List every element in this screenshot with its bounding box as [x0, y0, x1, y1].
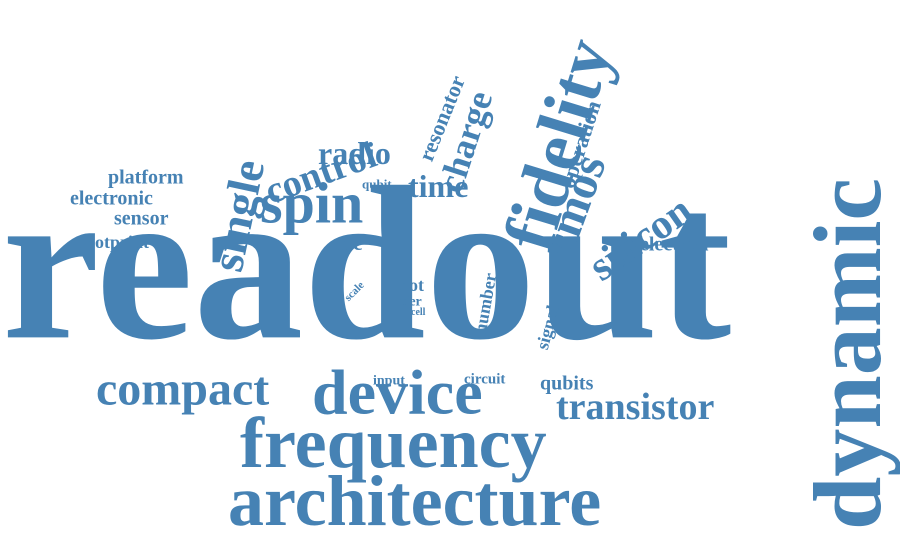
word-acc: acc [332, 230, 363, 256]
word-circuit: circuit [464, 371, 506, 388]
word-dot: dot [399, 274, 425, 295]
word-cell: cell [411, 307, 426, 319]
word-footprint: footprint [80, 231, 149, 252]
word-device: device [312, 356, 483, 428]
word-qubits: qubits [540, 372, 594, 395]
word-platform: platform [108, 166, 184, 189]
word-qubit: qubit [362, 176, 392, 192]
word-readout: readout [2, 141, 732, 386]
word-electronic: electronic [70, 187, 153, 210]
word-input: input [373, 373, 405, 389]
word-spin: spin [260, 170, 364, 236]
word-dynamic: dynamic [794, 177, 900, 530]
word-sensor: sensor [114, 207, 169, 230]
word-architecture: architecture [228, 461, 602, 541]
word-frequency: frequency [240, 403, 547, 484]
word-transistor: transistor [556, 386, 715, 429]
word-compact: compact [96, 362, 270, 416]
word-electron: electron [640, 233, 709, 256]
word-time: time [408, 168, 469, 205]
word-radio: radio [318, 135, 391, 172]
word-offer: offer [393, 294, 422, 310]
